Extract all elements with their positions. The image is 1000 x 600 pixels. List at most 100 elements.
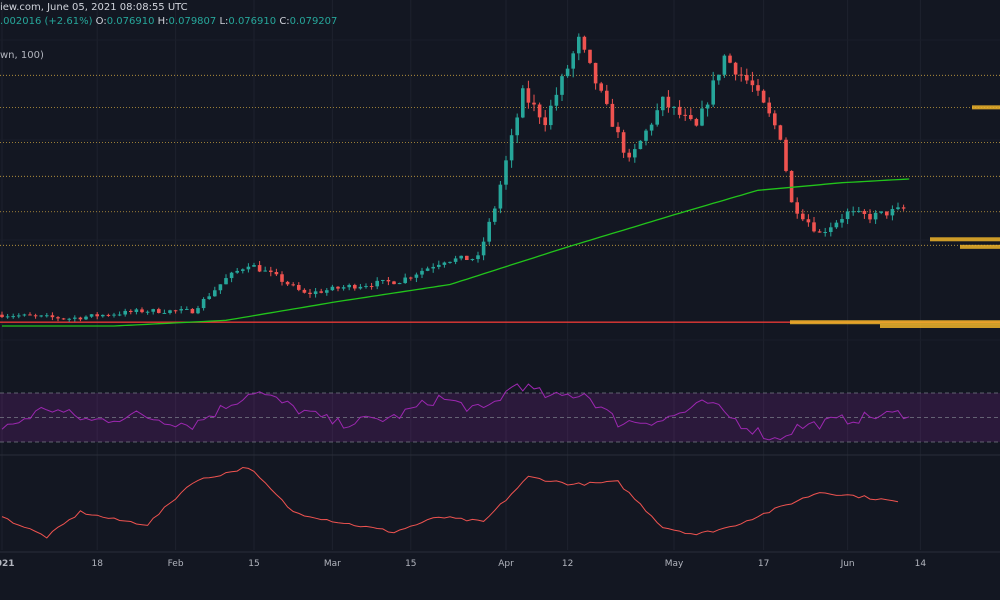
candle-body-142: [795, 202, 799, 214]
x-tick-label-7: 12: [562, 559, 573, 569]
candle-body-83: [465, 255, 469, 261]
candle-body-49: [274, 272, 279, 275]
candle-body-63: [353, 284, 357, 289]
candle-body-101: [565, 68, 570, 77]
candle-body-13: [73, 317, 77, 319]
candle-body-81: [453, 258, 458, 262]
open-label: O:: [95, 16, 107, 27]
candle-body-123: [689, 115, 693, 120]
candle-body-45: [252, 265, 256, 267]
candle-body-29: [162, 312, 167, 314]
candle-body-73: [409, 277, 413, 279]
candle-body-71: [397, 283, 402, 285]
x-axis: 2021 18 Feb 15 Mar 15 Apr 12 May 17 Jun 14: [0, 551, 1000, 569]
candle-body-102: [571, 53, 575, 69]
header-title: iew.com, June 05, 2021 08:08:55 UTC: [0, 2, 188, 13]
candlesticks: [0, 33, 906, 322]
candle-body-20: [112, 314, 116, 316]
candle-body-110: [616, 126, 620, 133]
x-tick-label-5: 15: [405, 559, 416, 569]
x-tick-label-6: Apr: [498, 559, 514, 569]
candle-body-1: [5, 316, 10, 318]
ma-line: [2, 178, 910, 327]
candle-body-79: [442, 262, 447, 265]
candle-body-2: [11, 316, 15, 318]
moving-average: [2, 178, 910, 327]
candle-body-94: [526, 88, 531, 103]
candle-body-32: [179, 309, 183, 311]
candle-body-38: [213, 290, 217, 297]
candle-body-117: [655, 110, 659, 125]
x-tick-label-3: 15: [248, 559, 259, 569]
candle-body-27: [151, 309, 155, 312]
candle-body-80: [448, 261, 452, 263]
candle-body-58: [325, 290, 329, 293]
candle-body-155: [868, 213, 872, 220]
x-tick-label-2: Feb: [168, 559, 184, 569]
volume-profile: [790, 105, 1000, 328]
volume-profile-bar-2: [960, 244, 1000, 249]
candle-body-41: [229, 272, 234, 279]
candle-body-31: [173, 310, 178, 312]
candle-body-16: [89, 314, 94, 317]
candle-body-124: [694, 119, 699, 126]
candle-body-90: [504, 160, 508, 185]
candle-body-88: [493, 208, 497, 222]
low-label: L:: [219, 16, 229, 27]
candle-body-135: [756, 85, 760, 91]
candle-body-39: [218, 284, 223, 291]
candle-body-92: [515, 117, 519, 136]
candle-body-35: [196, 308, 200, 314]
candle-body-139: [778, 125, 783, 140]
candle-body-12: [67, 318, 71, 320]
candle-body-105: [588, 49, 592, 63]
chart-header: iew.com, June 05, 2021 08:08:55 UTC .002…: [0, 0, 420, 34]
candle-body-62: [347, 284, 351, 288]
candle-body-24: [134, 309, 139, 313]
candle-body-56: [313, 291, 318, 295]
ohlc-readout: .002016 (+2.61%) O:0.076910 H:0.079807 L…: [0, 16, 337, 27]
candle-body-103: [577, 36, 581, 54]
candle-body-118: [661, 96, 665, 111]
open-value: 0.076910: [106, 16, 155, 27]
candle-body-50: [280, 274, 284, 282]
candle-body-98: [549, 105, 553, 126]
candle-body-151: [845, 211, 850, 220]
candle-body-150: [840, 219, 844, 223]
candle-body-75: [420, 270, 424, 275]
candle-body-47: [263, 270, 267, 272]
candle-body-7: [39, 315, 43, 317]
candle-body-26: [145, 311, 150, 313]
candle-body-77: [431, 266, 435, 269]
candle-body-17: [95, 314, 99, 317]
candle-body-86: [481, 241, 486, 256]
candle-body-119: [666, 96, 671, 108]
candle-body-116: [649, 124, 654, 131]
candle-body-140: [784, 139, 788, 171]
candle-body-143: [801, 213, 805, 220]
candle-body-14: [78, 317, 83, 320]
change-value: .002016 (+2.61%): [0, 16, 93, 27]
candle-body-96: [537, 104, 542, 118]
oscillator-pane: [0, 454, 1000, 539]
candle-body-4: [22, 314, 27, 316]
candle-body-6: [33, 315, 38, 317]
candle-body-37: [207, 296, 211, 299]
candle-body-122: [683, 114, 687, 116]
candle-body-120: [672, 106, 676, 108]
candle-body-108: [605, 90, 609, 104]
candle-body-67: [375, 280, 379, 287]
volume-profile-bar-0: [972, 105, 1000, 110]
candle-body-100: [560, 76, 564, 95]
candle-body-46: [257, 265, 262, 272]
candle-body-43: [241, 269, 245, 271]
candle-body-68: [381, 279, 385, 281]
candle-body-8: [45, 315, 49, 317]
x-tick-label-10: Jun: [840, 559, 855, 569]
candle-body-5: [28, 314, 32, 316]
candle-body-158: [885, 211, 889, 216]
candle-body-23: [129, 310, 133, 313]
candle-body-28: [157, 309, 161, 313]
